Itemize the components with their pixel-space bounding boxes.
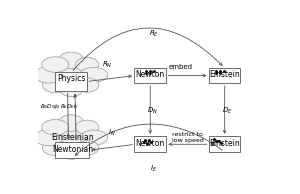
Text: $R_ND_NJ_N$: $R_ND_NJ_N$ — [40, 102, 60, 111]
Ellipse shape — [80, 67, 108, 82]
Text: $I_N$: $I_N$ — [108, 127, 116, 138]
Text: $R_N$: $R_N$ — [102, 60, 112, 70]
Ellipse shape — [60, 82, 83, 96]
Ellipse shape — [35, 67, 63, 83]
Ellipse shape — [58, 115, 84, 131]
Ellipse shape — [60, 145, 83, 159]
Ellipse shape — [76, 120, 99, 134]
Ellipse shape — [58, 52, 84, 68]
Text: restrict to
low speed: restrict to low speed — [172, 132, 203, 143]
FancyBboxPatch shape — [134, 68, 166, 83]
Text: Einstein: Einstein — [209, 70, 240, 79]
Ellipse shape — [42, 57, 69, 72]
FancyBboxPatch shape — [56, 72, 87, 91]
Text: Einsteinian: Einsteinian — [51, 133, 94, 142]
FancyBboxPatch shape — [134, 136, 166, 152]
Text: Newton: Newton — [136, 70, 165, 79]
FancyBboxPatch shape — [209, 68, 241, 83]
Ellipse shape — [42, 77, 68, 93]
Text: Newtonian: Newtonian — [52, 145, 93, 154]
Ellipse shape — [76, 78, 99, 92]
Text: $I_E$: $I_E$ — [150, 164, 157, 174]
Text: Newton: Newton — [136, 139, 165, 148]
Ellipse shape — [80, 130, 108, 145]
Ellipse shape — [76, 141, 99, 155]
Ellipse shape — [46, 61, 96, 89]
Ellipse shape — [46, 123, 96, 152]
Text: $R_E$: $R_E$ — [149, 29, 159, 39]
Text: Einstein: Einstein — [209, 139, 240, 148]
Text: $D_E$: $D_E$ — [222, 106, 232, 116]
Ellipse shape — [35, 129, 63, 146]
Text: $D_N$: $D_N$ — [147, 106, 158, 116]
FancyBboxPatch shape — [56, 142, 89, 158]
Ellipse shape — [42, 140, 68, 156]
Ellipse shape — [42, 120, 69, 135]
Text: $R_ED_EI_E$: $R_ED_EI_E$ — [60, 102, 80, 111]
FancyBboxPatch shape — [209, 136, 241, 152]
Text: embed: embed — [169, 64, 193, 70]
Text: Physics: Physics — [57, 74, 86, 83]
Ellipse shape — [76, 57, 99, 72]
